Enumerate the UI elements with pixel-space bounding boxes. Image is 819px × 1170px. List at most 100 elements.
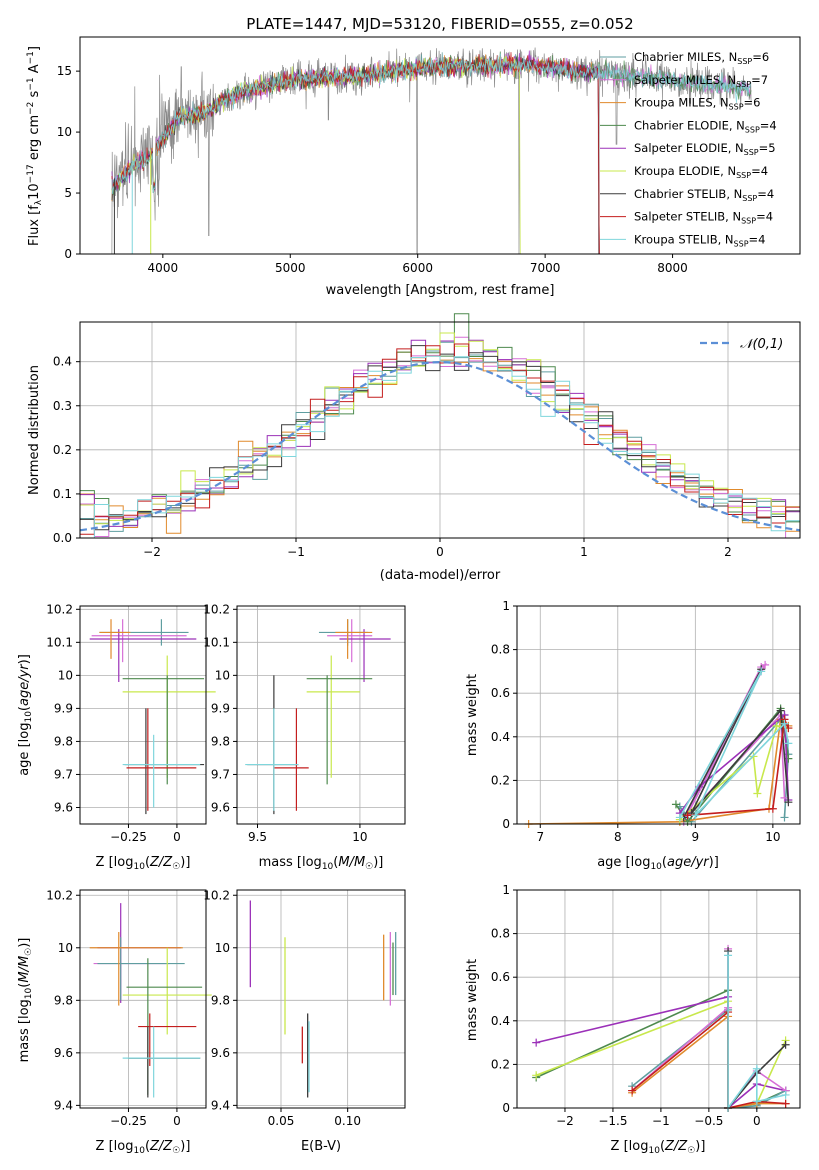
y-tick-label: 0.8 xyxy=(491,643,510,657)
y-tick-label: 9.8 xyxy=(54,993,73,1007)
axes-frame xyxy=(516,605,801,825)
y-tick-label: 9.8 xyxy=(54,734,73,748)
age-vs-Z-panel: −0.25 0 9.6 9.7 9.8 9.9 10 10.1 10.2 Z [log10(Z/Z… xyxy=(17,602,216,872)
axes-frame xyxy=(236,605,406,825)
x-tick-label: −2 xyxy=(556,1114,574,1128)
x-tick-label: −1 xyxy=(287,545,305,559)
x-tick-label: 4000 xyxy=(148,261,179,275)
x-tick-label: 9.5 xyxy=(248,830,267,844)
x-tick-label: 8 xyxy=(614,830,622,844)
x-tick-label: −0.25 xyxy=(110,1114,147,1128)
x-tick-label: −2 xyxy=(143,545,161,559)
axes-frame xyxy=(516,889,801,1109)
y-tick-label: 10 xyxy=(58,941,73,955)
weight-vs-Z-panel: −2 −1.5 −1 −0.5 0 0 0.2 0.4 0.6 0.8 1 Z [log10(Z/Z☉… xyxy=(465,883,801,1156)
x-tick-label: 1 xyxy=(580,545,588,559)
spectrum-panel: Chabrier MILES, NSSP=6 Salpeter MILES, NS… xyxy=(26,36,801,298)
y-tick-label: 0.1 xyxy=(53,487,72,501)
legend-entry-label: Kroupa STELIB, NSSP=4 xyxy=(634,232,765,248)
x-tick-label: −1.5 xyxy=(598,1114,627,1128)
legend-entry-label: Chabrier ELODIE, NSSP=4 xyxy=(634,118,777,134)
y-tick-label: 10 xyxy=(58,668,73,682)
x-tick-label: 0.10 xyxy=(334,1114,361,1128)
weight-point-marker xyxy=(628,1086,637,1095)
y-tick-label: 0.4 xyxy=(491,730,510,744)
y-tick-label: 0.4 xyxy=(491,1014,510,1028)
axes-frame xyxy=(79,605,207,825)
weight-point-marker xyxy=(781,1090,790,1099)
x-tick-label: 7 xyxy=(536,830,544,844)
y-tick-label: 10.2 xyxy=(46,888,73,902)
residual-histogram-series xyxy=(79,343,801,538)
plot-data xyxy=(524,660,793,828)
weight-point-marker xyxy=(532,1038,541,1047)
legend-entry-label: Salpeter MILES, NSSP=7 xyxy=(634,73,768,89)
y-tick-label: 9.9 xyxy=(211,701,230,715)
y-axis-label: mass weight xyxy=(465,674,480,756)
residual-histogram-series xyxy=(80,355,801,539)
weight-point-marker xyxy=(683,811,692,820)
weight-point-marker xyxy=(691,811,700,820)
x-axis-label: Z [log10(Z/Z☉)] xyxy=(611,1139,706,1156)
spectrum-legend: Chabrier MILES, NSSP=6 Salpeter MILES, NS… xyxy=(600,50,777,248)
x-axis-label: mass [log10(M/M☉)] xyxy=(259,855,384,872)
y-tick-label: 9.8 xyxy=(211,993,230,1007)
y-tick-label: 10 xyxy=(215,668,230,682)
mass-vs-ebv-panel: 0.05 0.10 9.4 9.6 9.8 10 10.2 E(B-V) xyxy=(203,888,406,1154)
y-tick-label: 9.6 xyxy=(54,800,73,814)
weight-point-marker xyxy=(768,804,777,813)
y-tick-label: 10 xyxy=(215,941,230,955)
weight-point-marker xyxy=(532,1071,541,1080)
legend-entry-label: Chabrier STELIB, NSSP=4 xyxy=(634,187,774,203)
weight-vs-age-panel: 7 8 9 10 0 0.2 0.4 0.6 0.8 1 age [log10(age/yr)] ma… xyxy=(465,599,801,872)
legend-entry-label: 𝒩(0,1) xyxy=(740,337,783,352)
x-tick-label: −0.5 xyxy=(694,1114,723,1128)
legend-entry-label: Kroupa ELODIE, NSSP=4 xyxy=(634,164,768,180)
weight-point-marker xyxy=(781,1099,790,1108)
x-tick-label: 7000 xyxy=(530,261,561,275)
axes-frame xyxy=(236,889,406,1109)
weight-point-marker xyxy=(780,813,789,822)
y-tick-label: 0 xyxy=(64,247,72,261)
weight-point-marker xyxy=(752,1097,761,1106)
x-tick-label: 5000 xyxy=(275,261,306,275)
x-tick-label: 0 xyxy=(753,1114,761,1128)
weight-point-marker xyxy=(675,813,684,822)
y-tick-label: 10.2 xyxy=(46,602,73,616)
plot-data xyxy=(245,619,391,815)
axes-frame xyxy=(79,889,207,1109)
legend-entry-label: Kroupa MILES, NSSP=6 xyxy=(634,96,760,112)
y-tick-label: 9.7 xyxy=(54,767,73,781)
spectrum-ylabel: Flux [fλ10−17 erg cm−2 s−1 A−1] xyxy=(26,46,44,246)
ticks: −2 −1.5 −1 −0.5 0 0 0.2 0.4 0.6 0.8 1 xyxy=(491,883,761,1128)
weight-point-marker xyxy=(752,1064,761,1073)
y-tick-label: 5 xyxy=(64,186,72,200)
residual-legend: 𝒩(0,1) xyxy=(700,337,783,352)
x-tick-label: 10 xyxy=(765,830,780,844)
y-tick-label: 0.2 xyxy=(491,773,510,787)
age-vs-mass-panel: 9.5 10 9.6 9.7 9.8 9.9 10 10.1 10.2 mass [log10(M… xyxy=(203,602,406,872)
y-tick-label: 10 xyxy=(57,125,72,139)
mass-vs-Z-panel: −0.25 0 9.4 9.6 9.8 10 10.2 Z [log10(Z/Z☉)] mass… xyxy=(17,888,212,1156)
residual-hist-panel: 𝒩(0,1) −2 −1 0 1 2 0.0 0.1 0.2 0.3 0.4 (data-mode… xyxy=(27,313,801,583)
ticks: −0.25 0 9.6 9.7 9.8 9.9 10 10.1 10.2 xyxy=(46,602,180,844)
weight-series-line xyxy=(528,717,789,825)
legend-entry-label: Salpeter STELIB, NSSP=4 xyxy=(634,210,773,226)
normal-reference-curve xyxy=(79,360,801,532)
weight-point-marker xyxy=(757,667,766,676)
weight-point-marker xyxy=(753,789,762,798)
y-tick-label: 9.6 xyxy=(211,800,230,814)
plot-data xyxy=(249,900,397,1098)
x-tick-label: 0 xyxy=(173,830,181,844)
x-tick-label: 10 xyxy=(352,830,367,844)
model-spectrum-line xyxy=(111,53,752,194)
y-tick-label: 15 xyxy=(57,64,72,78)
plot-data xyxy=(89,619,216,815)
y-axis-label: mass weight xyxy=(465,959,480,1041)
y-tick-label: 9.6 xyxy=(211,1046,230,1060)
weight-point-marker xyxy=(781,1040,790,1049)
residual-ylabel: Normed distribution xyxy=(27,365,42,495)
weight-point-marker xyxy=(780,719,789,728)
grid xyxy=(237,890,405,1108)
